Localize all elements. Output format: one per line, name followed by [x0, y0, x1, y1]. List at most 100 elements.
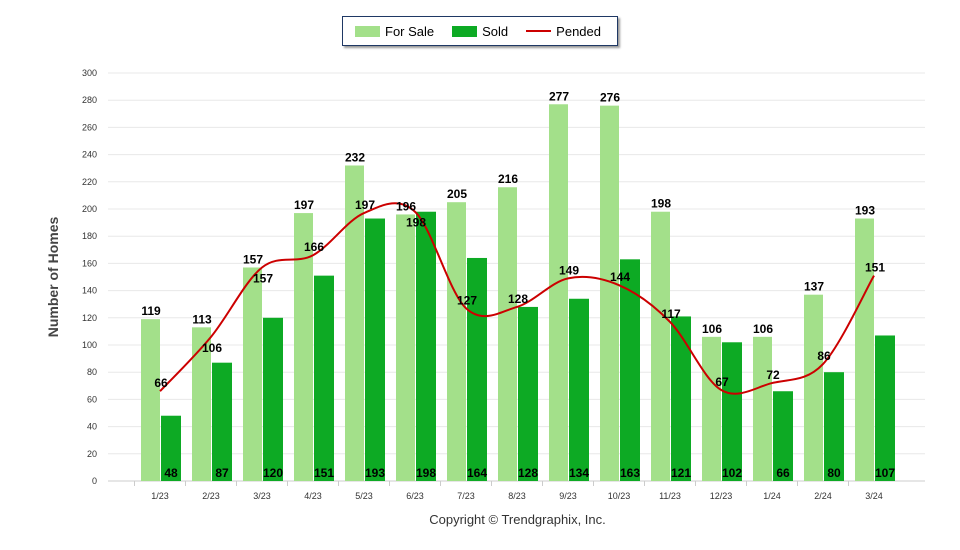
for-sale-value-label: 106 — [702, 322, 722, 336]
for-sale-bar — [549, 104, 568, 481]
x-tick-label: 2/23 — [202, 491, 220, 501]
for-sale-value-label: 232 — [345, 150, 365, 164]
sold-value-label: 120 — [263, 466, 283, 480]
sold-value-label: 66 — [776, 466, 790, 480]
y-tick-label: 200 — [82, 204, 97, 214]
sold-value-label: 193 — [365, 466, 385, 480]
for-sale-value-label: 198 — [651, 197, 671, 211]
sold-value-label: 48 — [164, 466, 178, 480]
pended-value-label: 66 — [154, 376, 168, 390]
sold-bar — [314, 275, 334, 481]
sold-bar — [671, 316, 691, 481]
for-sale-value-label: 193 — [855, 204, 875, 218]
for-sale-bar — [294, 213, 313, 481]
for-sale-value-label: 277 — [549, 89, 569, 103]
x-tick-label: 7/23 — [457, 491, 475, 501]
pended-value-label: 157 — [253, 271, 273, 285]
sold-bar — [569, 298, 589, 481]
pended-value-label: 106 — [202, 341, 222, 355]
sold-bar — [722, 342, 742, 481]
pended-value-label: 144 — [610, 270, 630, 284]
x-tick-label: 1/24 — [763, 491, 781, 501]
sold-bar — [161, 415, 181, 481]
for-sale-bar — [753, 336, 772, 481]
sold-value-label: 198 — [416, 466, 436, 480]
for-sale-bar — [651, 211, 670, 481]
for-sale-value-label: 137 — [804, 280, 824, 294]
for-sale-value-label: 106 — [753, 322, 773, 336]
x-tick-label: 8/23 — [508, 491, 526, 501]
for-sale-bar — [141, 319, 160, 481]
for-sale-bar — [345, 165, 364, 482]
legend-pended: Pended — [526, 24, 601, 39]
y-tick-label: 0 — [92, 476, 97, 486]
sold-value-label: 128 — [518, 466, 538, 480]
for-sale-bar — [243, 267, 262, 481]
pended-value-label: 86 — [817, 349, 831, 363]
for-sale-bar — [396, 214, 415, 481]
legend-for-sale-label: For Sale — [385, 23, 435, 39]
sold-value-label: 107 — [875, 466, 895, 480]
for-sale-bar — [498, 187, 517, 482]
legend-pended-label: Pended — [556, 23, 601, 39]
sold-value-label: 121 — [671, 466, 691, 480]
x-tick-label: 5/23 — [355, 491, 373, 501]
for-sale-swatch — [355, 25, 380, 37]
pended-value-label: 127 — [457, 293, 477, 307]
sold-value-label: 163 — [620, 466, 640, 480]
y-tick-label: 20 — [87, 449, 97, 459]
for-sale-bar — [192, 327, 211, 481]
pended-value-label: 67 — [715, 375, 729, 389]
for-sale-bar — [702, 336, 721, 481]
y-axis-label: Number of Homes — [45, 217, 61, 338]
x-tick-label: 10/23 — [608, 491, 631, 501]
sold-bar — [518, 306, 538, 481]
sold-bar — [773, 391, 793, 481]
for-sale-value-label: 113 — [192, 312, 212, 326]
y-tick-label: 160 — [82, 258, 97, 268]
y-tick-label: 40 — [87, 422, 97, 432]
pended-value-label: 198 — [406, 216, 426, 230]
sold-value-label: 134 — [569, 466, 589, 480]
sold-bar — [875, 335, 895, 481]
sold-value-label: 87 — [215, 466, 229, 480]
pended-value-label: 72 — [766, 368, 780, 382]
pended-value-label: 128 — [508, 292, 528, 306]
pended-value-label: 117 — [661, 307, 681, 321]
copyright: Copyright © Trendgraphix, Inc. — [429, 512, 606, 527]
for-sale-bar — [804, 294, 823, 481]
sold-bar — [263, 317, 283, 481]
sold-bar — [365, 218, 385, 481]
x-tick-label: 4/23 — [304, 491, 322, 501]
x-tick-label: 3/24 — [865, 491, 883, 501]
for-sale-bar — [855, 218, 874, 481]
sold-bar — [212, 362, 232, 481]
sold-bar — [824, 372, 844, 481]
for-sale-value-label: 119 — [141, 304, 161, 318]
y-tick-label: 240 — [82, 150, 97, 160]
y-tick-label: 260 — [82, 122, 97, 132]
pended-value-label: 197 — [355, 198, 375, 212]
for-sale-value-label: 276 — [600, 91, 620, 105]
x-tick-label: 11/23 — [659, 491, 681, 501]
legend-sold: Sold — [452, 24, 508, 39]
for-sale-bar — [447, 202, 466, 481]
sold-value-label: 102 — [722, 466, 742, 480]
x-tick-label: 1/23 — [151, 491, 169, 501]
sold-bar — [416, 211, 436, 481]
pended-swatch — [526, 30, 552, 32]
pended-line — [159, 202, 875, 395]
sold-value-label: 164 — [467, 466, 487, 480]
x-tick-label: 6/23 — [406, 491, 424, 501]
sold-swatch — [452, 25, 478, 37]
sold-bar — [467, 257, 487, 481]
for-sale-value-label: 157 — [243, 252, 263, 266]
y-tick-label: 100 — [82, 340, 97, 350]
for-sale-value-label: 205 — [447, 187, 467, 201]
x-tick-label: 12/23 — [710, 491, 733, 501]
sold-value-label: 80 — [827, 466, 841, 480]
x-tick-label: 3/23 — [253, 491, 271, 501]
y-tick-label: 140 — [82, 286, 97, 296]
